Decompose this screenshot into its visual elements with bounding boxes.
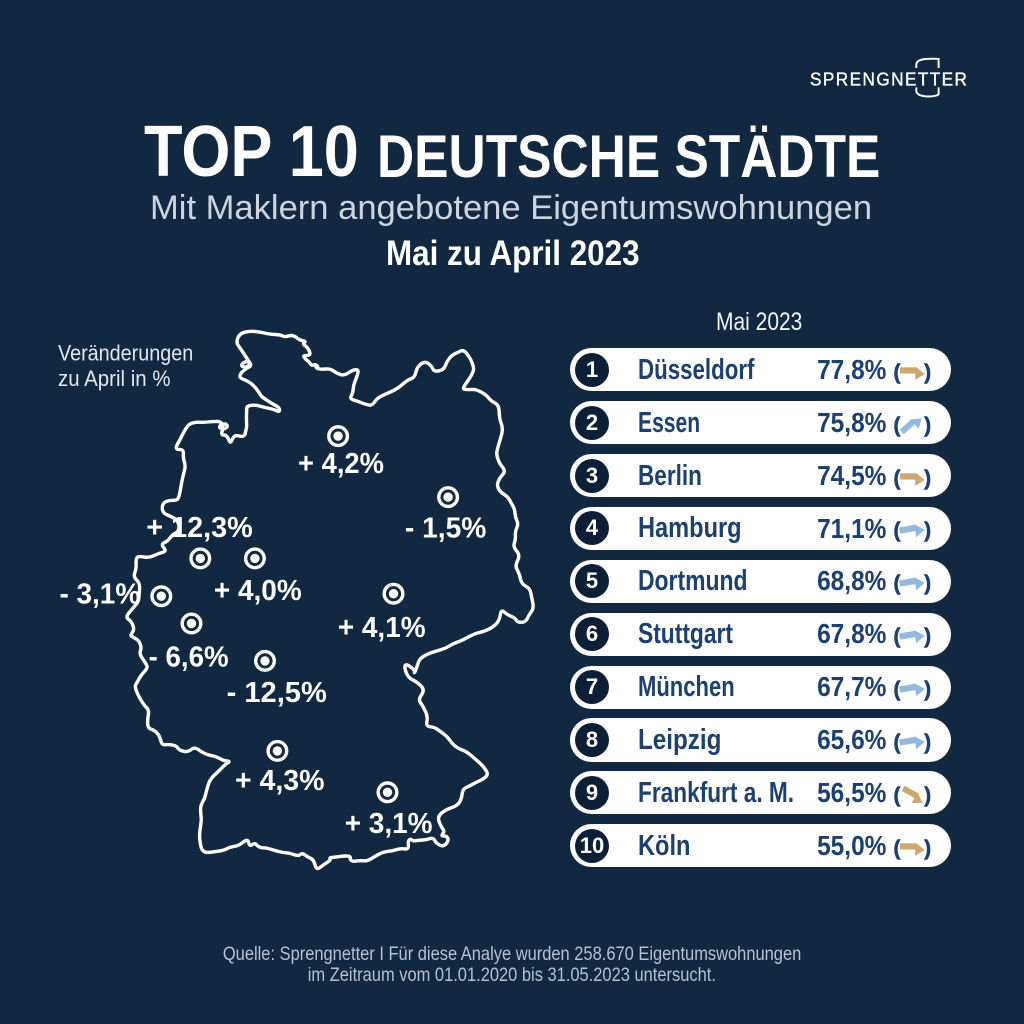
svg-text:- 1,5%: - 1,5% (405, 512, 487, 544)
svg-text:+ 12,3%: + 12,3% (146, 512, 252, 544)
svg-text:+ 3,1%: + 3,1% (345, 808, 433, 840)
svg-text:Veränderungen: Veränderungen (58, 342, 193, 366)
svg-text:- 12,5%: - 12,5% (227, 677, 327, 709)
svg-text:SPRENGNETTER: SPRENGNETTER (810, 69, 968, 90)
svg-text:+ 4,1%: + 4,1% (338, 612, 426, 644)
svg-text:zu April in %: zu April in % (58, 367, 171, 392)
svg-text:+ 4,0%: + 4,0% (214, 575, 302, 607)
svg-text:+ 4,2%: + 4,2% (298, 447, 384, 479)
svg-text:- 3,1%: - 3,1% (59, 578, 140, 610)
svg-text:- 6,6%: - 6,6% (149, 640, 229, 673)
svg-text:+ 4,3%: + 4,3% (235, 765, 325, 797)
